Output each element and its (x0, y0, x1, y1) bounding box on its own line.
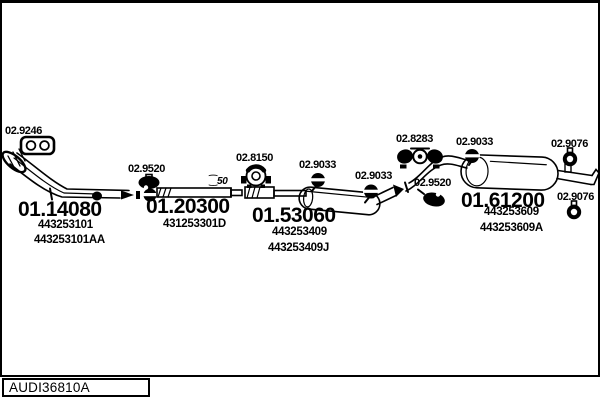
ring-hanger-icon (562, 147, 578, 167)
tailpipe (556, 168, 600, 186)
fitting-code: 02.8283 (396, 133, 433, 145)
clamp-icon (363, 184, 379, 204)
drawing-code: AUDI36810A (9, 380, 90, 395)
assembly-label: 01.53060 (252, 204, 336, 227)
assembly-label: 01.14080 (18, 198, 102, 221)
clamp-icon (417, 188, 445, 207)
fitting-code: 02.9076 (551, 138, 588, 150)
diagram-canvas (1, 135, 600, 220)
flange-gasket-icon (19, 135, 56, 156)
rubber-mount-icon (241, 164, 271, 188)
rubber-mount-icon (397, 147, 443, 169)
fitting-code: 02.9033 (355, 170, 392, 182)
part-number: 443253409J (268, 242, 329, 254)
part-number: 443253609 (484, 206, 539, 218)
middle-silencer (244, 184, 404, 216)
clamp-icon (138, 173, 160, 190)
fitting-code: 02.8150 (236, 152, 273, 164)
part-number: 443253101 (38, 219, 93, 231)
part-number: 431253301D (163, 218, 226, 230)
title-block-cell: AUDI36810A (2, 378, 150, 397)
assembly-label: 01.20300 (146, 195, 230, 218)
fitting-code: 02.9033 (299, 159, 336, 171)
assembly-label: 01.61200 (461, 189, 545, 212)
part-number: 443253101AA (34, 234, 105, 246)
clamp-icon (464, 149, 480, 166)
part-number: 443253409 (272, 226, 327, 238)
clamp-icon (310, 173, 326, 192)
center-pipe (156, 187, 243, 198)
pipe-diameter-note: ⁐50 (209, 176, 228, 187)
fitting-code: 02.9076 (557, 191, 594, 203)
fitting-code: 02.9246 (5, 125, 42, 137)
ring-hanger-icon (566, 200, 582, 220)
front-pipe (1, 148, 157, 202)
fitting-code: 02.9520 (414, 177, 451, 189)
part-number: 443253609A (480, 222, 543, 234)
fitting-code: 02.9033 (456, 136, 493, 148)
fitting-code: 02.9520 (128, 163, 165, 175)
